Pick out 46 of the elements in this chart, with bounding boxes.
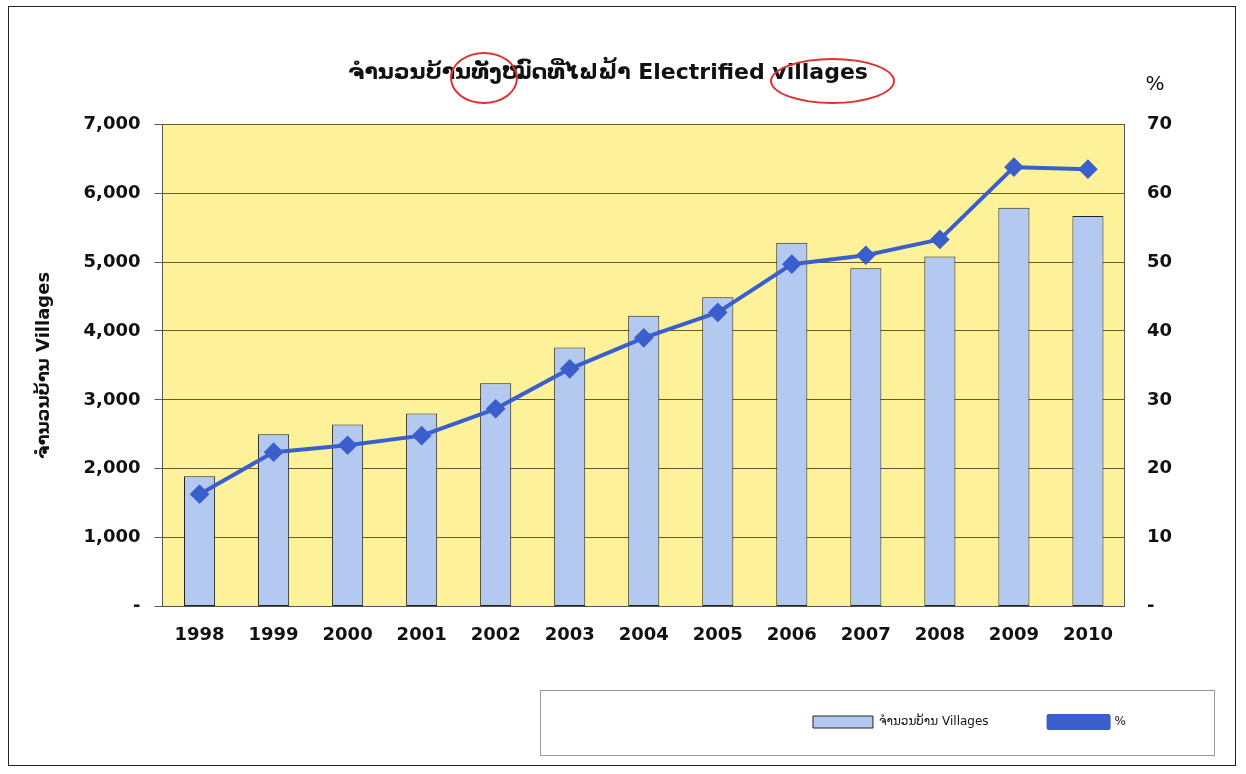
point [634,328,653,347]
x-tick-label: 2002 [470,622,521,644]
point [1004,158,1023,177]
x-tick-label: 2009 [988,622,1039,644]
point [856,246,875,265]
x-tick-label: 2006 [766,622,817,644]
legend-label: % [1114,714,1126,729]
point [782,255,801,274]
y-tick-label: 3,000 [83,387,141,409]
y2-tick-label: 40 [1146,318,1173,340]
y-tick-label: 6,000 [83,180,141,202]
point [486,399,505,418]
x-tick-label: 2001 [396,622,447,644]
x-tick-label: 2003 [544,622,595,644]
x-tick-label: 1999 [248,622,299,644]
point [560,359,579,378]
x-tick-label: 2000 [322,622,373,644]
y2-axis-title: % [1145,70,1165,95]
y2-tick-label: 50 [1146,249,1173,271]
point [412,426,431,445]
x-tick-label: 2010 [1062,622,1113,644]
y-tick-label: 7,000 [83,112,141,134]
point [930,230,949,249]
y2-tick-label: 70 [1146,112,1173,134]
y-tick-label: - [133,594,141,616]
y2-tick-label: - [1146,594,1155,616]
x-tick-label: 2008 [914,622,965,644]
x-tick-label: 1998 [174,622,225,644]
x-tick-label: 2004 [618,622,669,644]
y-axis-title: ຈຳນວນບ້ານ Villages [32,271,54,459]
legend-label: ຈຳນວນບ້ານ Villages [878,713,989,729]
y2-tick-label: 30 [1146,387,1173,409]
y2-tick-label: 10 [1146,525,1173,547]
x-tick-label: 2005 [692,622,743,644]
point [338,436,357,455]
y-tick-label: 5,000 [83,249,141,271]
point [708,303,727,322]
point [1078,160,1097,179]
x-tick-label: 2007 [840,622,891,644]
point [264,443,283,462]
y-tick-label: 2,000 [83,456,141,478]
y-tick-label: 4,000 [83,318,141,340]
point [190,485,209,504]
y2-tick-label: 20 [1146,456,1173,478]
y-tick-label: 1,000 [83,525,141,547]
y2-tick-label: 60 [1146,180,1173,202]
